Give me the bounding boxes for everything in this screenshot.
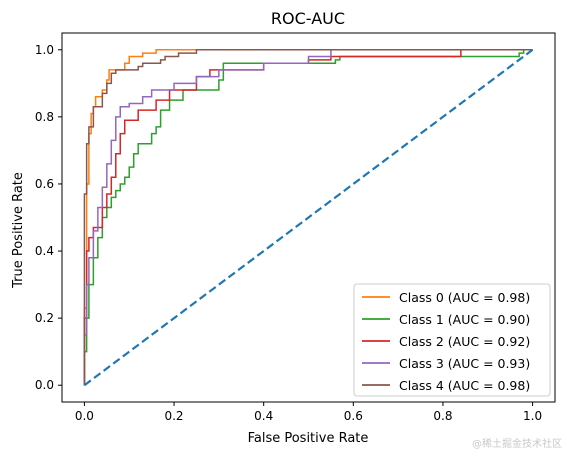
legend-label-class-2: Class 2 (AUC = 0.92) <box>399 334 530 349</box>
series-line-class-4 <box>83 49 533 386</box>
legend-label-class-4: Class 4 (AUC = 0.98) <box>399 378 530 393</box>
y-tick-label: 0.4 <box>35 244 54 258</box>
legend-label-class-1: Class 1 (AUC = 0.90) <box>399 312 530 327</box>
x-tick-label: 0.8 <box>433 409 452 423</box>
y-tick-label: 1.0 <box>35 43 54 57</box>
x-tick-label: 0.2 <box>164 409 183 423</box>
legend-box <box>353 283 551 397</box>
x-tick-label: 0.4 <box>254 409 273 423</box>
x-tick-label: 1.0 <box>523 409 542 423</box>
chart-title: ROC-AUC <box>271 9 345 28</box>
plot-frame <box>61 32 556 403</box>
series-line-class-0 <box>83 49 533 386</box>
watermark: @稀土掘金技术社区 <box>472 437 562 450</box>
x-tick-label: 0.6 <box>344 409 363 423</box>
series-line-class-3 <box>83 49 533 386</box>
reference-diagonal-line <box>83 48 534 387</box>
legend-label-class-3: Class 3 (AUC = 0.93) <box>399 356 530 371</box>
y-axis-label: True Positive Rate <box>11 172 26 289</box>
x-axis-label: False Positive Rate <box>248 431 369 446</box>
y-tick-label: 0.2 <box>35 311 54 325</box>
x-tick-label: 0.0 <box>75 409 94 423</box>
legend-label-class-0: Class 0 (AUC = 0.98) <box>399 290 530 305</box>
y-tick-label: 0.0 <box>35 378 54 392</box>
y-tick-label: 0.8 <box>35 110 54 124</box>
y-tick-label: 0.6 <box>35 177 54 191</box>
